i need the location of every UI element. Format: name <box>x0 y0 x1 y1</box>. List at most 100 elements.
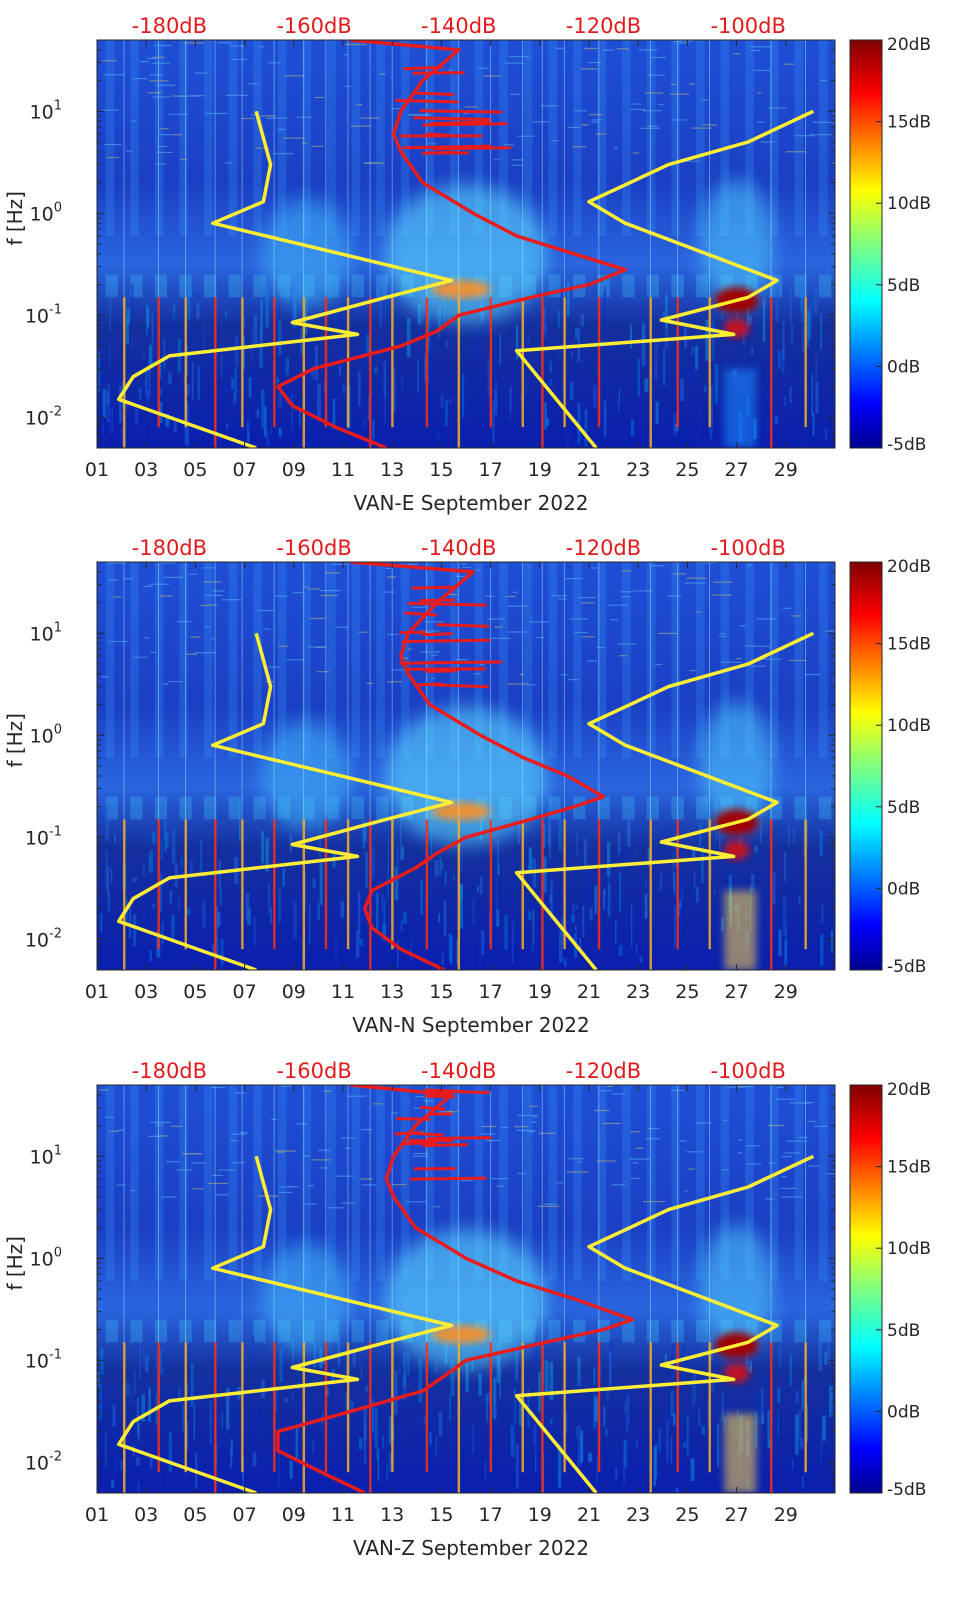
y-tick-base: 10 <box>25 407 49 429</box>
x-tick-label: 25 <box>675 459 699 481</box>
y-tick-exponent: 0 <box>54 200 62 215</box>
transient-spike <box>214 1342 217 1493</box>
y-tick-exponent: 1 <box>54 620 62 635</box>
y-tick-exponent: 0 <box>54 722 62 737</box>
y-tick-base: 10 <box>25 929 49 951</box>
transient-spike-hf <box>303 562 305 820</box>
y-tick-label: 10-1 <box>25 824 62 849</box>
transient-spike <box>541 297 544 448</box>
transient-spike-hf <box>273 40 275 298</box>
y-tick-label: 101 <box>30 98 62 123</box>
top-db-label: -120dB <box>566 14 641 38</box>
transient-spike <box>804 819 807 950</box>
y-tick-exponent: -2 <box>49 926 62 941</box>
transient-spike-hf <box>303 40 305 298</box>
transient-spike <box>676 1342 679 1473</box>
transient-spike <box>489 819 492 950</box>
transient-spike-hf <box>426 562 428 820</box>
psd-hf-segment <box>401 1140 438 1146</box>
transient-spike-hf <box>650 1085 651 1343</box>
psd-hf-segment <box>436 623 490 628</box>
x-tick-label: 21 <box>577 1504 601 1526</box>
x-tick-label: 07 <box>233 1504 257 1526</box>
colorbar-label: 10dB <box>887 1239 931 1259</box>
transient-spike-hf <box>598 40 600 298</box>
transient-spike <box>302 819 306 970</box>
transient-spike <box>649 819 652 970</box>
colorbar-label: 5dB <box>887 276 920 296</box>
transient-spike <box>346 819 350 950</box>
x-tick-label: 09 <box>282 981 306 1003</box>
psd-hf-segment <box>404 611 438 617</box>
transient-spike <box>563 297 566 428</box>
transient-spike-hf <box>804 562 806 820</box>
transient-spike-hf <box>391 40 393 298</box>
transient-spike <box>457 1342 461 1493</box>
x-tick-label: 03 <box>134 459 158 481</box>
transient-spike <box>541 819 544 970</box>
transient-spike-hf <box>770 562 772 820</box>
psd-hf-segment <box>419 1105 446 1111</box>
top-db-label: -180dB <box>132 536 207 560</box>
top-db-label: -140dB <box>421 14 496 38</box>
colorbar-label: -5dB <box>887 1480 926 1500</box>
psd-hf-segment <box>412 71 465 75</box>
colorbar-label: 0dB <box>887 357 920 377</box>
top-db-label: -160dB <box>276 14 351 38</box>
x-tick-label: 17 <box>479 981 503 1003</box>
x-axis: 01 03 05 07 09 11 13 15 17 19 21 23 25 27 29 <box>85 1085 798 1526</box>
y-tick-label: 101 <box>30 620 62 645</box>
event-lowfreq-band <box>724 368 757 448</box>
transient-spike-hf <box>214 562 216 820</box>
transient-spike <box>770 819 773 970</box>
x-tick-label: 23 <box>626 1504 650 1526</box>
colorbar-label: 10dB <box>887 194 931 214</box>
microseism-glow-2 <box>261 720 351 831</box>
transient-spike <box>649 1342 652 1493</box>
transient-spike-hf <box>347 562 349 820</box>
transient-spike-hf <box>347 1085 349 1343</box>
transient-spike <box>708 1342 711 1473</box>
transient-spike <box>770 297 773 448</box>
x-tick-label: 29 <box>774 981 798 1003</box>
x-tick-label: 03 <box>134 1504 158 1526</box>
transient-spike-hf <box>158 1085 159 1343</box>
psd-hf-segment <box>427 1136 492 1140</box>
x-tick-label: 23 <box>626 981 650 1003</box>
y-tick-base: 10 <box>25 1350 49 1372</box>
transient-spike-hf <box>214 40 216 298</box>
x-tick-label: 15 <box>429 1504 453 1526</box>
transient-spike-hf <box>391 562 393 820</box>
transient-spike <box>273 297 276 428</box>
low-noise-model-curve <box>116 110 454 448</box>
x-axis: 01 03 05 07 09 11 13 15 17 19 21 23 25 27 29 <box>85 562 798 1003</box>
x-tick-label: 19 <box>528 459 552 481</box>
transient-spike-hf <box>185 562 187 820</box>
transient-spike <box>123 1342 126 1493</box>
y-tick-exponent: -2 <box>49 404 62 419</box>
y-tick-base: 10 <box>30 1248 54 1270</box>
y-tick-base: 10 <box>30 101 54 123</box>
transient-spike-hf <box>458 562 460 820</box>
y-tick-label: 100 <box>30 1245 62 1270</box>
y-tick-exponent: 0 <box>54 1245 62 1260</box>
y-tick-label: 101 <box>30 1143 62 1168</box>
x-tick-label: 25 <box>675 981 699 1003</box>
colorbar: 20dB 15dB 10dB 5dB 0dB -5dB <box>849 35 931 455</box>
x-tick-label: 09 <box>282 1504 306 1526</box>
psd-hf-segment <box>401 638 491 644</box>
transient-spike <box>563 819 566 950</box>
transient-spike-hf <box>522 40 524 298</box>
transient-spike-hf <box>458 40 460 298</box>
colorbar-label: -5dB <box>887 957 926 977</box>
colorbar-label: 10dB <box>887 716 931 736</box>
psd-hf-segment <box>419 598 456 603</box>
spectrogram-plot-area <box>97 562 835 970</box>
transient-spike <box>649 297 652 448</box>
transient-spike <box>123 819 126 970</box>
microseism-glow-2 <box>261 1243 351 1354</box>
transient-spike-hf <box>709 40 711 298</box>
transient-spike-hf <box>541 1085 543 1343</box>
transient-spike <box>324 297 328 428</box>
